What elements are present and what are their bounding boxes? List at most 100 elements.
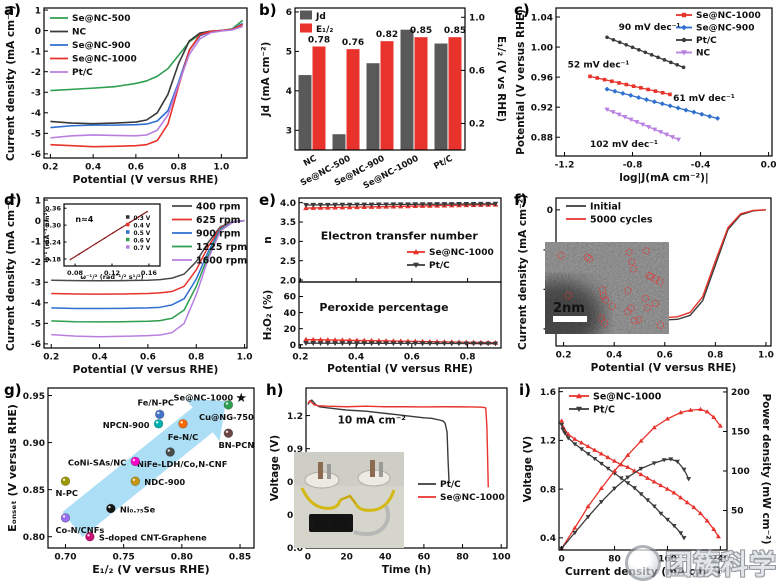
svg-text:0.6: 0.6 (140, 353, 156, 363)
svg-text:1.0: 1.0 (237, 353, 253, 363)
svg-text:-6: -6 (31, 150, 41, 160)
svg-text:0: 0 (305, 553, 311, 563)
polarization-power-chart: 0 80 160 240 0.4 0.8 1.2 1.6 50 100 150 200 Se@NC-10… (522, 387, 772, 578)
svg-text:0.2: 0.2 (43, 353, 59, 363)
svg-text:4: 4 (286, 87, 292, 97)
svg-text:1.00: 1.00 (531, 43, 553, 53)
svg-text:Se@NC-1000: Se@NC-1000 (429, 248, 494, 258)
svg-text:Peroxide percentage: Peroxide percentage (319, 301, 448, 314)
svg-text:0.8: 0.8 (707, 351, 723, 361)
svg-text:Se@NC-1000: Se@NC-1000 (440, 493, 505, 503)
svg-text:NC: NC (696, 49, 711, 59)
svg-text:0.6: 0.6 (469, 67, 485, 77)
svg-text:1600 rpm: 1600 rpm (196, 255, 247, 266)
svg-text:CoNi-SAs/NC: CoNi-SAs/NC (68, 457, 126, 467)
zn-air-battery-photo-inset: Zn-Air (294, 452, 404, 548)
tem-image: 2nm (545, 242, 669, 334)
svg-text:Se@NC-1000: Se@NC-1000 (174, 392, 234, 402)
svg-text:900 rpm: 900 rpm (196, 228, 241, 239)
svg-text:150: 150 (731, 428, 750, 438)
svg-text:0.4: 0.4 (348, 353, 364, 363)
svg-text:10 mA cm⁻²: 10 mA cm⁻² (338, 414, 407, 426)
svg-text:E₁/₂ (V vs RHE): E₁/₂ (V vs RHE) (495, 36, 507, 122)
svg-text:0.5 V: 0.5 V (134, 231, 151, 237)
svg-text:50: 50 (731, 507, 744, 517)
svg-text:0.85: 0.85 (23, 486, 45, 496)
panel-letter-a: a) (4, 1, 21, 19)
svg-text:0.78: 0.78 (308, 35, 330, 45)
svg-text:20: 20 (283, 325, 296, 335)
svg-text:80: 80 (456, 553, 469, 563)
jd-e12-bar-chart: 0.78NC0.76Se@NC-5000.82Se@NC-9000.85Se@N… (260, 7, 507, 190)
panel-letter-h: h) (266, 381, 284, 399)
svg-text:0.85: 0.85 (410, 26, 432, 36)
svg-text:0.9: 0.9 (287, 445, 303, 455)
svg-text:0.12: 0.12 (104, 269, 120, 277)
panel-c-tafel: c) -1.2 -0.8 -0.4 0.0 0.88 0.92 0.96 1.00 1.04 90… (510, 0, 779, 190)
svg-text:0.8: 0.8 (540, 485, 556, 495)
panel-letter-i: i) (519, 381, 531, 399)
svg-text:0.8: 0.8 (188, 353, 204, 363)
panel-g-catalyst-comparison: g) ★ Se@NC-1000 Cu@NG-750 Fe/N-PC NPCN-900 Fe… (0, 380, 262, 586)
panel-a-lsv-comparison: a) 0.2 0.4 0.6 0.8 1.0 -6 -5 -4 -3 -2 -1 0 1 Se@NC-50… (0, 0, 255, 190)
svg-text:0.4: 0.4 (540, 534, 556, 544)
svg-text:3.0: 3.0 (280, 238, 296, 248)
tafel-slope-chart: -1.2 -0.8 -0.4 0.0 0.88 0.92 0.96 1.00 1.04 90 mV… (515, 7, 777, 184)
svg-text:3.5: 3.5 (280, 218, 296, 228)
svg-text:Potential (V versus RHE): Potential (V versus RHE) (591, 362, 737, 374)
svg-text:0.4: 0.4 (92, 353, 108, 363)
svg-text:0.4 V: 0.4 V (134, 224, 151, 230)
rde-rotation-chart: 0.2 0.4 0.6 0.8 1.0 -6 -5 -4 -3 -2 -1 0 1 400 rpm 625 … (5, 195, 253, 376)
svg-text:0.75: 0.75 (113, 553, 135, 563)
svg-text:0.08: 0.08 (67, 269, 84, 277)
panel-i-polarization-power: i) 0 80 160 240 0.4 0.8 1.2 1.6 50 100 150 200 Se@NC… (515, 380, 779, 586)
wire-right (354, 489, 396, 512)
svg-text:0.80: 0.80 (171, 553, 193, 563)
svg-text:1.0: 1.0 (213, 163, 229, 173)
svg-text:Voltage (V): Voltage (V) (522, 436, 534, 503)
wire-left (300, 487, 342, 510)
svg-text:0.82: 0.82 (376, 30, 398, 40)
svg-text:240: 240 (711, 555, 730, 565)
tube (353, 505, 390, 537)
svg-text:1.04: 1.04 (531, 13, 553, 23)
durability-lsv-chart: 0.20.40.60.81.0-6-4-20Initial5000 cycles… (517, 194, 774, 374)
svg-text:-0.8: -0.8 (623, 161, 643, 171)
svg-text:0.4: 0.4 (85, 163, 101, 173)
zn-air-battery-photo: Zn-Air (294, 452, 404, 548)
svg-text:Potential (V versus RHE): Potential (V versus RHE) (73, 364, 219, 376)
svg-text:-5: -5 (31, 320, 41, 330)
svg-text:0: 0 (35, 27, 41, 37)
svg-text:-2: -2 (31, 258, 41, 268)
svg-text:E₁/₂ (V versus RHE): E₁/₂ (V versus RHE) (92, 563, 209, 576)
panel-letter-d: d) (4, 191, 22, 209)
svg-text:Ni₀.₇₅Se: Ni₀.₇₅Se (120, 504, 156, 514)
svg-text:3: 3 (286, 127, 292, 137)
svg-text:0.6: 0.6 (404, 353, 420, 363)
svg-text:0.6: 0.6 (128, 163, 144, 173)
svg-text:0.2: 0.2 (556, 351, 572, 361)
svg-text:E₁/₂: E₁/₂ (316, 25, 333, 35)
svg-text:Pt/C: Pt/C (593, 404, 615, 415)
svg-text:1.0: 1.0 (758, 351, 774, 361)
svg-text:6: 6 (286, 8, 292, 18)
svg-text:0: 0 (290, 341, 296, 351)
svg-text:2.0: 2.0 (280, 276, 296, 286)
svg-text:1.6: 1.6 (540, 388, 556, 398)
panel-letter-f: f) (514, 191, 528, 209)
svg-text:5: 5 (286, 48, 292, 58)
tem-image-inset: 2nm (545, 242, 669, 334)
svg-text:Current density (mA cm⁻²): Current density (mA cm⁻²) (5, 195, 17, 351)
svg-text:0.6: 0.6 (657, 351, 673, 361)
svg-text:400 rpm: 400 rpm (196, 201, 241, 212)
svg-text:Co-N/CNFs: Co-N/CNFs (55, 525, 104, 535)
panel-letter-g: g) (4, 381, 22, 399)
svg-text:2.5: 2.5 (280, 257, 296, 267)
svg-text:Electron transfer number: Electron transfer number (321, 229, 479, 242)
svg-text:1.0: 1.0 (469, 14, 485, 24)
svg-text:102 mV dec⁻¹: 102 mV dec⁻¹ (590, 140, 658, 150)
svg-text:Pt/C: Pt/C (696, 36, 717, 46)
svg-text:Potential (V versus RHE): Potential (V versus RHE) (73, 174, 219, 186)
svg-text:Se@NC-900: Se@NC-900 (696, 24, 754, 34)
